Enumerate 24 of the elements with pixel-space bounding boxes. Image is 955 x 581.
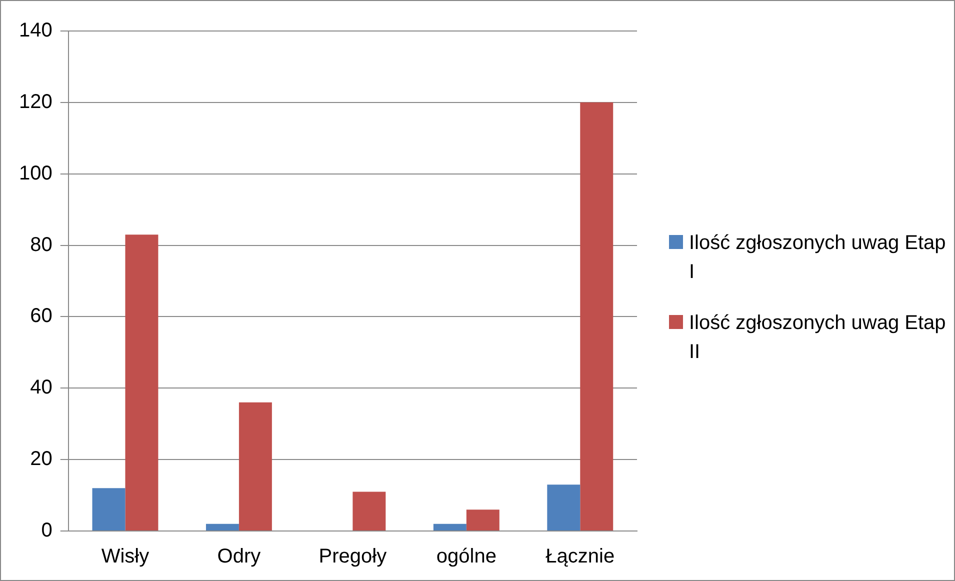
- bar: [547, 484, 580, 530]
- bar: [580, 102, 614, 530]
- bar: [433, 524, 466, 530]
- y-tick-label: 100: [18, 162, 52, 184]
- x-tick-label: Pregoły: [318, 546, 387, 568]
- x-tick-label: Łącznie: [546, 546, 615, 568]
- x-tick-label: ogólne: [436, 546, 496, 568]
- bar: [238, 402, 272, 530]
- bar: [466, 510, 500, 530]
- y-tick-label: 20: [30, 448, 52, 470]
- bar: [352, 492, 386, 530]
- x-tick-label: Odry: [217, 546, 261, 568]
- legend-label: Ilość zgłoszonych uwag Etap I: [689, 231, 947, 285]
- bar: [206, 524, 239, 530]
- y-tick-label: 120: [18, 90, 52, 113]
- y-tick-label: 60: [30, 305, 52, 328]
- legend-label: Ilość zgłoszonych uwag Etap II: [689, 311, 947, 365]
- y-tick-label: 140: [18, 20, 52, 42]
- bar: [92, 488, 126, 530]
- y-tick-label: 40: [30, 376, 52, 399]
- x-tick-label: Wisły: [101, 546, 150, 568]
- bar: [125, 234, 158, 530]
- y-tick-label: 80: [30, 234, 52, 256]
- y-tick-label: 0: [41, 520, 52, 542]
